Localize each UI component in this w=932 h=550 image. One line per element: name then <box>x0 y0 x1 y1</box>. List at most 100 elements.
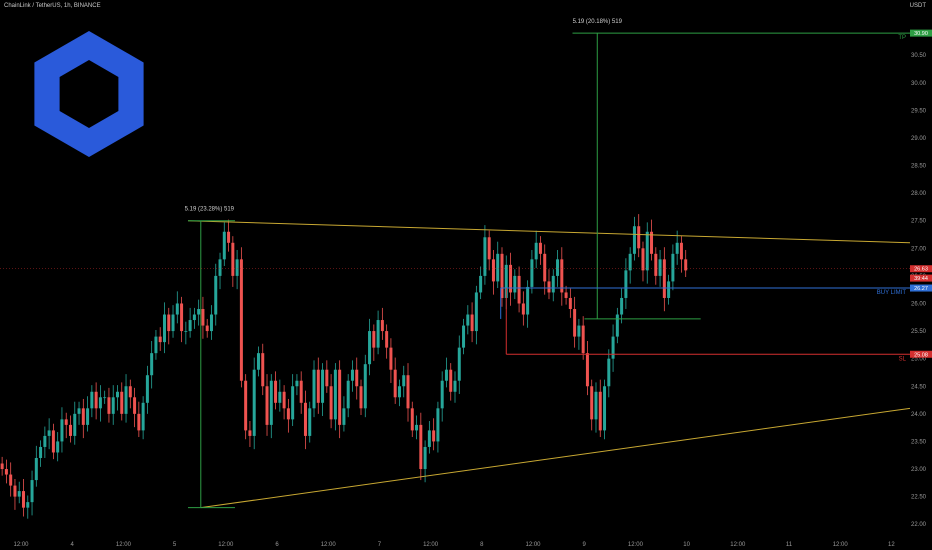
candle <box>308 401 312 443</box>
candle <box>103 390 107 404</box>
price-badge-text: 26.27 <box>914 286 928 292</box>
candle-body <box>188 320 192 332</box>
candle-body <box>256 353 260 370</box>
y-tick-label: 23.50 <box>911 439 927 445</box>
candle <box>227 219 231 252</box>
candle-body <box>423 446 427 470</box>
candle-body <box>564 292 568 298</box>
candle <box>128 379 132 409</box>
candle <box>359 379 363 415</box>
candle <box>312 360 316 418</box>
price-unit: USDT <box>909 3 926 9</box>
candle <box>624 258 628 310</box>
resistance-trendline <box>187 220 911 244</box>
candle-body <box>607 358 611 387</box>
candle-body <box>103 397 107 399</box>
candle <box>547 269 551 300</box>
candle <box>43 426 47 458</box>
candle-body <box>568 297 572 310</box>
candle-body <box>64 419 68 425</box>
candle-body <box>615 314 619 337</box>
candle <box>500 247 504 307</box>
candle-body <box>590 386 594 420</box>
candle-body <box>321 369 325 403</box>
candle <box>286 398 290 433</box>
candle <box>175 291 179 324</box>
candle <box>419 412 423 481</box>
candle-body <box>137 413 141 431</box>
candle-body <box>17 491 21 497</box>
candle-body <box>128 386 132 398</box>
candle <box>278 379 282 412</box>
candle <box>436 401 440 453</box>
y-tick-label: 24.00 <box>911 412 927 418</box>
candle <box>380 307 384 340</box>
candle <box>598 379 602 438</box>
candle-body <box>449 369 453 392</box>
candle <box>615 307 619 344</box>
candle <box>637 214 641 258</box>
candle-body <box>543 253 547 282</box>
candle-body <box>667 281 671 298</box>
candle <box>517 266 521 313</box>
candle <box>0 456 4 476</box>
candle-body <box>248 430 252 436</box>
candle <box>577 318 581 350</box>
y-tick-label: 29.50 <box>911 108 927 114</box>
candle <box>427 421 431 454</box>
price-badge: 25.08 <box>910 350 932 358</box>
x-tick-label: 12:00 <box>628 542 644 548</box>
candle <box>252 357 256 450</box>
price-badge-text: 30.90 <box>914 31 928 37</box>
candle <box>632 216 636 261</box>
candle <box>201 296 205 339</box>
candle-body <box>598 391 602 431</box>
candle-body <box>214 275 218 315</box>
candle <box>462 318 466 355</box>
candle <box>261 343 265 396</box>
candle <box>551 269 555 302</box>
candle <box>671 244 675 291</box>
price-badge: 26.63 <box>910 265 932 273</box>
candle <box>68 415 72 443</box>
candle <box>628 247 632 284</box>
candle <box>188 307 192 338</box>
candle-body <box>150 353 154 376</box>
candle-body <box>60 419 64 442</box>
candle <box>607 349 611 398</box>
candle-body <box>662 259 666 298</box>
candle-body <box>124 386 128 414</box>
candle-body <box>620 297 624 315</box>
candle-body <box>252 369 256 436</box>
candle <box>222 222 226 266</box>
candle-body <box>154 336 158 354</box>
candle-body <box>192 314 196 321</box>
candle-body <box>368 331 372 365</box>
candle-body <box>444 369 448 381</box>
candle-body <box>534 242 538 260</box>
candle <box>269 374 273 439</box>
candle-body <box>513 275 517 293</box>
candle <box>603 379 607 440</box>
candle-body <box>141 402 145 431</box>
candle-body <box>406 375 410 409</box>
candle-body <box>453 380 457 392</box>
x-tick-label: 6 <box>275 542 279 548</box>
candle-body <box>291 386 295 420</box>
x-tick-label: 10 <box>683 542 690 548</box>
candle-body <box>658 259 662 276</box>
candle-body <box>526 286 530 315</box>
candle-body <box>573 309 577 337</box>
candle <box>81 398 85 439</box>
candle-body <box>504 264 508 298</box>
candle <box>410 401 414 438</box>
price-badge: 30.90 <box>910 29 932 37</box>
candle-body <box>457 347 461 381</box>
candle-body <box>227 231 231 243</box>
candle <box>4 459 8 484</box>
candle <box>60 407 64 453</box>
candle-body <box>286 408 290 420</box>
candle-body <box>432 430 436 442</box>
candle-body <box>13 485 17 497</box>
